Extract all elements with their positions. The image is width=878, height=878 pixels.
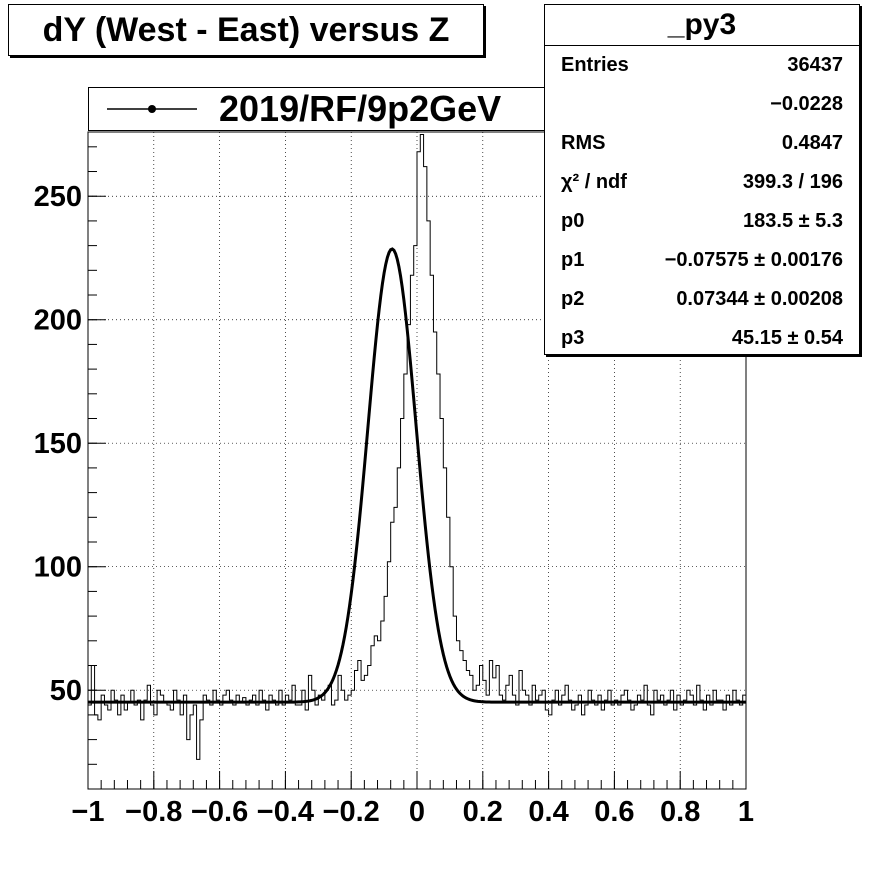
stat-row-chi2: χ² / ndf 399.3 / 196	[561, 163, 843, 201]
stat-key: RMS	[561, 132, 606, 154]
stat-value: 0.4847	[781, 132, 843, 154]
stat-key: p2	[561, 288, 585, 310]
stat-key: p1	[561, 249, 585, 271]
x-tick-label: 0.8	[660, 796, 700, 828]
stat-value: −0.07575 ± 0.00176	[664, 249, 843, 271]
chart-title-box: dY (West - East) versus Z	[8, 4, 484, 56]
stat-key: Entries	[561, 54, 629, 76]
y-tick-label: 250	[34, 181, 82, 213]
stat-row-entries: Entries 36437	[561, 46, 843, 84]
histogram	[88, 133, 746, 760]
legend-label: 2019/RF/9p2GeV	[219, 88, 502, 129]
stat-value: 0.07344 ± 0.00208	[676, 288, 843, 310]
x-tick-label: −0.8	[125, 796, 182, 828]
x-tick-label: −0.4	[257, 796, 314, 828]
x-tick-label: −0.2	[323, 796, 380, 828]
x-tick-label: 0.6	[594, 796, 634, 828]
stat-row-p1: p1 −0.07575 ± 0.00176	[561, 241, 843, 279]
stat-value: 183.5 ± 5.3	[743, 210, 843, 232]
stat-row-p0: p0 183.5 ± 5.3	[561, 202, 843, 240]
stats-box: _py3 Entries 36437 −0.0228 RMS 0.4847 χ²…	[544, 4, 860, 355]
x-tick-label: 0	[409, 796, 425, 828]
stat-row-mean: −0.0228	[561, 85, 843, 123]
x-tick-label: 0.2	[463, 796, 503, 828]
chart-title: dY (West - East) versus Z	[42, 11, 450, 49]
y-tick-label: 150	[34, 428, 82, 460]
stat-value: −0.0228	[770, 93, 843, 115]
y-tick-label: 100	[34, 552, 82, 584]
stat-value: 399.3 / 196	[742, 171, 843, 193]
stat-key: p3	[561, 327, 585, 349]
x-tick-label: 1	[738, 796, 754, 828]
stat-value: 45.15 ± 0.54	[731, 327, 843, 349]
y-tick-label: 50	[50, 675, 82, 707]
gaussian-fit-line	[88, 247, 746, 704]
stat-row-p2: p2 0.07344 ± 0.00208	[561, 280, 843, 318]
x-tick-label: −0.6	[191, 796, 248, 828]
stat-key: χ² / ndf	[561, 171, 627, 193]
y-tick-label: 200	[34, 305, 82, 337]
legend-marker	[107, 105, 197, 113]
stats-title: _py3	[545, 5, 859, 46]
stat-row-rms: RMS 0.4847	[561, 124, 843, 162]
stat-row-p3: p3 45.15 ± 0.54	[561, 319, 843, 357]
stat-value: 36437	[787, 54, 843, 76]
x-tick-label: 0.4	[528, 796, 568, 828]
stat-key: p0	[561, 210, 585, 232]
fit-curve	[88, 247, 746, 704]
histogram-steps	[88, 133, 746, 760]
axes: −1 −0.8 −0.6 −0.4 −0.2 0 0.2 0.4 0.6 0.8 150100150…	[34, 146, 754, 828]
x-tick-label: −1	[71, 796, 104, 828]
legend: 2019/RF/9p2GeV	[88, 87, 614, 131]
